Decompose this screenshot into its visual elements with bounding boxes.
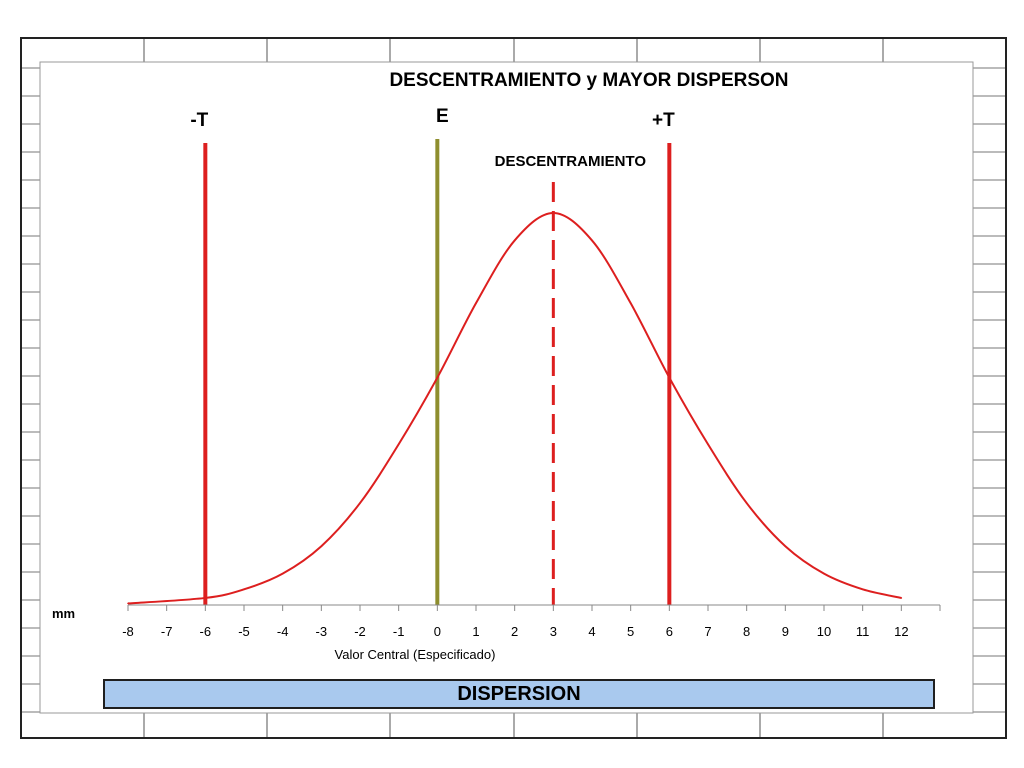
x-tick-label: 4 [588,624,595,639]
x-tick-label: -2 [354,624,366,639]
x-tick-label: 10 [817,624,831,639]
curve-point [320,545,323,547]
x-tick-label: -3 [316,624,328,639]
marker-label: -T [190,110,208,131]
x-tick-label: 7 [704,624,711,639]
x-tick-labels: -8 -7 -6 -5 -4 -3 -2 -1 0 1 2 3 4 5 6 7 8 9 10 11 12 [122,624,908,639]
x-tick-label: -1 [393,624,405,639]
x-tick-label: 9 [782,624,789,639]
x-axis-title: Valor Central (Especificado) [335,647,496,662]
unit-label: mm [52,606,75,621]
curve-point [900,597,903,599]
marker-label: +T [652,110,675,131]
curve-point [668,376,671,379]
x-tick-label: 3 [550,624,557,639]
curve-point [281,572,284,575]
curve-point [784,545,787,547]
x-tick-label: 6 [666,624,673,639]
vertical-line-labels: -T E +T DESCENTRAMIENTO [190,106,675,170]
x-tick-label: 5 [627,624,634,639]
curve-point [204,597,207,599]
curve-point [629,302,632,304]
curve-point [359,502,361,504]
x-ticks [127,605,941,611]
curve-point [436,376,439,379]
curve-point [127,602,129,605]
marker-label: E [436,106,449,127]
curve-point [397,443,400,446]
x-tick-label: 11 [856,624,870,639]
x-tick-label: 12 [894,624,908,639]
curve-point [861,588,864,591]
x-tick-label: -7 [161,624,173,639]
x-tick-label: -6 [200,624,212,639]
x-tick-label: 8 [743,624,750,639]
chart-title: DESCENTRAMIENTO y MAYOR DISPERSON [389,70,788,91]
curve-point [552,212,555,214]
x-tick-label: 0 [434,624,441,639]
dispersion-banner: DISPERSION [103,679,935,709]
x-tick-label: -5 [238,624,250,639]
curve-point [823,572,825,575]
curve-point [745,502,748,504]
curve-point [243,588,245,591]
x-tick-label: 2 [511,624,518,639]
vertical-lines [203,139,672,605]
x-tick-label: -4 [277,624,289,639]
x-tick-label: 1 [472,624,479,639]
distribution-curve [127,211,902,605]
marker-label: DESCENTRAMIENTO [495,153,647,170]
x-tick-label: -8 [122,624,134,639]
dispersion-label: DISPERSION [457,682,581,705]
curve-point [707,443,709,446]
curve-point [513,239,516,242]
curve-point [475,302,477,304]
curve-point [591,239,593,242]
curve-points [127,212,903,605]
